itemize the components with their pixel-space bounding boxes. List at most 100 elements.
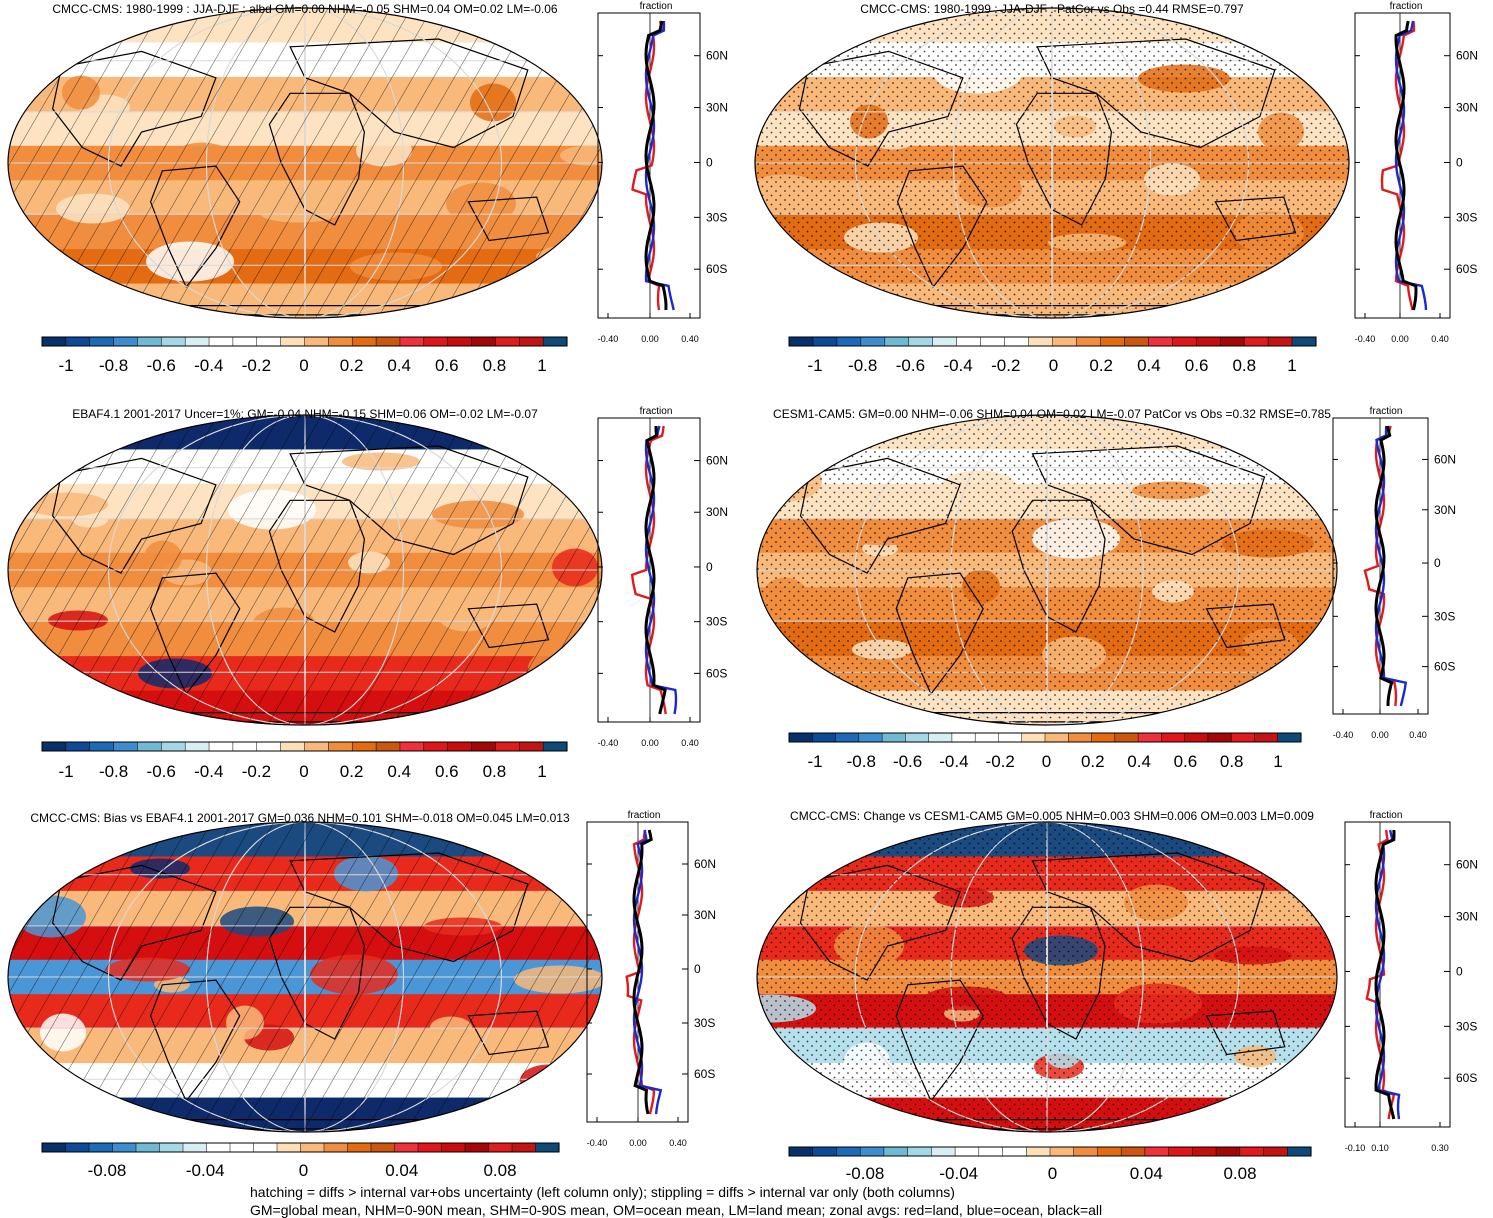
colorbar-tick-label: -0.4 [943, 356, 972, 375]
colorbar-swatch [928, 732, 953, 743]
colorbar-2: -1 -0.8 -0.6 -0.4 -0.2 0 0.2 0.4 0.6 0.8 1 [788, 336, 1317, 375]
profile-axis-title: fraction [1370, 810, 1403, 821]
colorbar-swatch [1243, 336, 1269, 347]
colorbar-swatch [511, 1142, 537, 1153]
colorbar-swatch [1184, 732, 1209, 743]
ocean-curve [1374, 829, 1401, 1120]
colorbar-swatch [229, 1142, 255, 1153]
colorbar-tick-label: 0.4 [1127, 752, 1151, 771]
colorbar-swatch [1100, 336, 1125, 347]
colorbar-swatch [375, 336, 401, 347]
colorbar-tick-label: 0.2 [1081, 752, 1105, 771]
colorbar-swatch [256, 741, 282, 752]
colorbar-swatch [1287, 1146, 1312, 1157]
profile-lat-label: 30S [694, 1016, 715, 1030]
colorbar-swatch [1192, 1146, 1217, 1157]
colorbar-tick-label: -1 [58, 356, 73, 375]
colorbar-swatch [328, 741, 353, 752]
map-panel-3: EBAF4.1 2001-2017 Uncer=1%: GM=-0.04 NHM… [7, 407, 603, 726]
colorbar-tick-label: -0.4 [194, 356, 223, 375]
field-patch [755, 56, 814, 81]
colorbar-swatch [206, 1142, 231, 1153]
colorbar-4: -1 -0.8 -0.6 -0.4 -0.2 0 0.2 0.4 0.6 0.8 1 [788, 732, 1302, 771]
colorbar-swatch [1028, 336, 1054, 347]
colorbar-swatch [1052, 336, 1078, 347]
profile-axis-title: fraction [1390, 1, 1423, 12]
panel-title: CMCC-CMS: Bias vs EBAF4.1 2001-2017 GM=0… [30, 811, 570, 825]
map-outline [754, 7, 1350, 319]
colorbar-swatch [812, 336, 838, 347]
colorbar-swatch [88, 1142, 114, 1153]
profile-x-label: -0.40 [1333, 730, 1354, 740]
colorbar-tick-label: 0.8 [1232, 356, 1256, 375]
colorbar-tick-label: 1 [537, 356, 546, 375]
colorbar-tick-label: -0.2 [991, 356, 1020, 375]
colorbar-swatch [41, 1142, 67, 1153]
zonal-profile-5: fraction 60N 30N 0 30S 60S -0.40 0.00 0.40 [586, 810, 716, 1148]
profile-x-label: -0.40 [1355, 334, 1376, 344]
colorbar-swatch [1091, 732, 1116, 743]
colorbar-swatch [1144, 1146, 1170, 1157]
map-field [757, 822, 1337, 1132]
stippling-overlay [757, 822, 1337, 1132]
colorbar-swatch [1049, 1146, 1075, 1157]
colorbar-tick-label: -0.4 [939, 752, 968, 771]
profile-axis-title: fraction [640, 406, 673, 417]
colorbar-swatch [1114, 732, 1139, 743]
profile-x-label: 0.30 [1431, 1143, 1449, 1153]
colorbar-swatch [65, 741, 91, 752]
colorbar-swatch [1254, 732, 1279, 743]
map-field [8, 415, 602, 725]
colorbar-swatch [1219, 336, 1245, 347]
profile-x-label: 0.10 [1371, 1143, 1389, 1153]
colorbar-swatch [1021, 732, 1046, 743]
ocean-curve [632, 829, 663, 1115]
profile-x-label: 0.00 [641, 334, 659, 344]
map-panel-2: CMCC-CMS: 1980-1999 : JJA-DJF : PatCor v… [754, 2, 1350, 319]
colorbar-swatch [1207, 732, 1232, 743]
profile-lat-label: 60N [1434, 452, 1456, 466]
colorbar-swatch [441, 1142, 466, 1153]
profile-lat-label: 60N [694, 857, 716, 871]
colorbar-tick-label: -0.6 [147, 356, 176, 375]
profile-x-label: 0.00 [1371, 730, 1389, 740]
colorbar-swatch [1172, 336, 1197, 347]
colorbar-swatch [881, 732, 906, 743]
colorbar-tick-label: -1 [807, 752, 822, 771]
colorbar-swatch [1148, 336, 1173, 347]
colorbar-swatch [304, 741, 329, 752]
land-curve [630, 425, 667, 715]
profile-x-label: 0.40 [669, 1138, 687, 1148]
colorbar-swatch [137, 741, 162, 752]
colorbar-swatch [1097, 1146, 1122, 1157]
colorbar-tick-label: 1 [1273, 752, 1282, 771]
colorbar-swatch [931, 1146, 956, 1157]
profile-lat-label: 60S [694, 1067, 715, 1081]
colorbar-tick-label: 0.8 [483, 762, 507, 781]
colorbar-swatch [351, 741, 377, 752]
colorbar-swatch [858, 732, 883, 743]
colorbar-swatch [978, 1146, 1004, 1157]
colorbar-swatch [836, 1146, 861, 1157]
colorbar-swatch [447, 741, 473, 752]
colorbar-swatch [788, 1146, 814, 1157]
colorbar-swatch [304, 336, 329, 347]
colorbar-swatch [471, 741, 496, 752]
colorbar-swatch [328, 336, 353, 347]
colorbar-swatch [835, 732, 860, 743]
profile-lat-label: 60S [1456, 262, 1477, 276]
colorbar-swatch [836, 336, 862, 347]
colorbar-3: -1 -0.8 -0.6 -0.4 -0.2 0 0.2 0.4 0.6 0.8 1 [41, 741, 568, 781]
colorbar-swatch [860, 336, 886, 347]
zonal-profile-3: fraction 60N 30N 0 30S 60S -0.40 0.00 0.40 [597, 406, 728, 748]
colorbar-1: -1 -0.8 -0.6 -0.4 -0.2 0 0.2 0.4 0.6 0.8 1 [41, 336, 568, 375]
profile-lat-label: 60N [1456, 858, 1478, 872]
colorbar-swatch [908, 336, 934, 347]
stippling-overlay [755, 8, 1349, 318]
colorbar-swatch [1239, 1146, 1265, 1157]
panel-title: CMCC-CMS: 1980-1999 : JJA-DJF : PatCor v… [860, 2, 1244, 16]
colorbar-swatch [471, 336, 496, 347]
colorbar-swatch [859, 1146, 885, 1157]
profile-lat-label: 30S [706, 210, 727, 224]
colorbar-swatch [280, 336, 306, 347]
